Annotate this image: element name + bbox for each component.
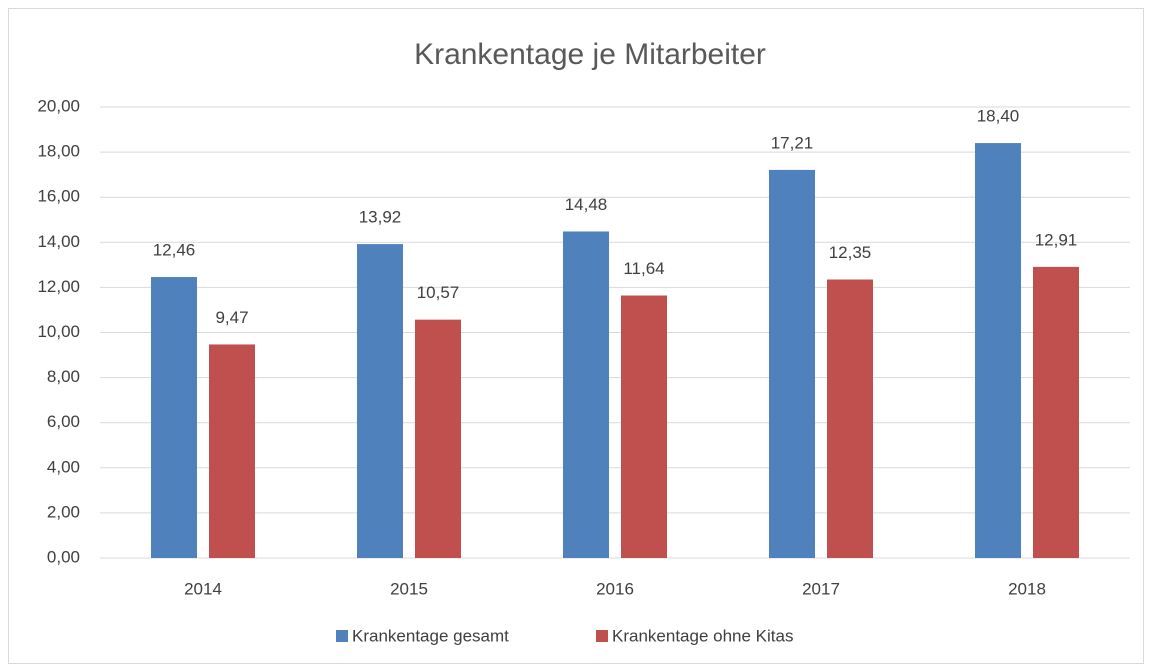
bar xyxy=(357,244,403,558)
bar xyxy=(1033,266,1079,558)
bar xyxy=(769,169,815,559)
y-tick-label: 12,00 xyxy=(37,277,80,296)
value-label: 12,91 xyxy=(1035,230,1078,249)
y-tick-label: 16,00 xyxy=(37,187,80,206)
bar xyxy=(621,295,667,558)
chart-title: Krankentage je Mitarbeiter xyxy=(414,38,766,71)
x-tick-label: 2015 xyxy=(390,579,428,598)
y-tick-label: 2,00 xyxy=(47,502,80,521)
value-label: 13,92 xyxy=(359,208,402,227)
value-label: 14,48 xyxy=(565,195,608,214)
legend-swatch xyxy=(596,630,608,642)
value-label: 12,46 xyxy=(153,241,196,260)
value-label: 18,40 xyxy=(977,107,1020,126)
value-label: 9,47 xyxy=(215,308,248,327)
y-tick-label: 6,00 xyxy=(47,412,80,431)
legend-label: Krankentage ohne Kitas xyxy=(612,626,793,645)
y-tick-label: 10,00 xyxy=(37,322,80,341)
y-tick-label: 18,00 xyxy=(37,142,80,161)
bar xyxy=(563,231,609,558)
x-tick-label: 2018 xyxy=(1008,579,1046,598)
value-label: 12,35 xyxy=(829,243,872,262)
bar xyxy=(827,279,873,558)
bar xyxy=(209,344,255,558)
x-tick-label: 2016 xyxy=(596,579,634,598)
y-tick-label: 20,00 xyxy=(37,96,80,115)
x-tick-label: 2017 xyxy=(802,579,840,598)
y-tick-label: 4,00 xyxy=(47,457,80,476)
legend-swatch xyxy=(336,630,348,642)
bar xyxy=(415,319,461,558)
bar xyxy=(151,277,197,558)
x-tick-label: 2014 xyxy=(184,579,222,598)
y-tick-label: 0,00 xyxy=(47,547,80,566)
bar xyxy=(975,143,1021,558)
y-tick-label: 14,00 xyxy=(37,232,80,251)
value-label: 10,57 xyxy=(417,283,460,302)
value-label: 17,21 xyxy=(771,133,814,152)
y-tick-label: 8,00 xyxy=(47,367,80,386)
value-label: 11,64 xyxy=(623,259,664,278)
legend-label: Krankentage gesamt xyxy=(352,626,509,645)
